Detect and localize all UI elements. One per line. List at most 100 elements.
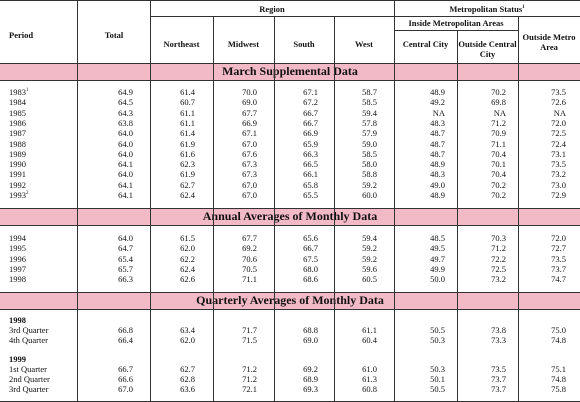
row-period: 1989	[9, 148, 26, 159]
table-cell: 58.8	[362, 169, 377, 180]
table-cell: 58.5	[362, 148, 377, 159]
table-cell: 68.8	[303, 325, 318, 335]
table-cell: 61.4	[180, 128, 195, 139]
table-cell: 65.7	[118, 263, 133, 274]
table-cell: 65.8	[303, 179, 318, 190]
table-cell: 62.7	[180, 364, 195, 374]
column-divider	[77, 0, 78, 402]
table-cell: 62.0	[180, 335, 195, 345]
table-cell: 66.5	[303, 159, 318, 170]
row-period: 1997	[9, 263, 26, 274]
row-period: 1987	[9, 128, 26, 139]
table-cell: 73.1	[551, 148, 566, 159]
table-cell: 64.0	[118, 138, 133, 149]
table-cell: 70.2	[491, 179, 506, 190]
table-cell: 59.0	[362, 138, 377, 149]
table-cell: 61.1	[362, 325, 377, 335]
table-cell: 49.9	[430, 263, 445, 274]
table-cell: 67.0	[242, 190, 257, 200]
table-cell: 71.1	[491, 138, 506, 149]
table-cell: 62.7	[180, 179, 195, 190]
table-cell: 64.0	[118, 128, 133, 139]
row-period: 1988	[9, 138, 26, 149]
table-cell: 67.3	[242, 159, 257, 170]
table-cell: 60.7	[180, 97, 195, 108]
column-divider	[518, 16, 519, 402]
footnote-marker: 2	[26, 191, 29, 197]
table-cell: 67.1	[242, 128, 257, 139]
table-cell: 73.5	[551, 87, 566, 97]
table-cell: 71.2	[491, 117, 506, 128]
row-period: 3rd Quarter	[9, 325, 49, 335]
table-cell: 48.5	[430, 233, 445, 243]
table-cell: 60.8	[362, 384, 377, 394]
row-period: 1985	[9, 107, 26, 118]
table-cell: 73.2	[551, 169, 566, 180]
region-header: Region	[259, 4, 285, 14]
table-cell: 49.7	[430, 253, 445, 264]
table-cell: 59.2	[362, 243, 377, 254]
table-cell: 70.2	[491, 87, 506, 97]
table-cell: 72.0	[551, 233, 566, 243]
inside-metro-header: Inside Metropolitan Areas	[408, 18, 504, 28]
table-cell: 68.6	[303, 274, 318, 285]
table-cell: NA	[553, 107, 566, 118]
table-cell: 64.9	[118, 87, 133, 97]
table-cell: 64.0	[118, 169, 133, 180]
table-cell: NA	[432, 107, 445, 118]
table-cell: 64.1	[118, 190, 133, 200]
column-divider	[394, 0, 395, 402]
table-cell: 72.7	[551, 243, 566, 254]
metro-status-header: Metropolitan Status1	[449, 4, 525, 14]
table-cell: 63.6	[180, 384, 195, 394]
table-cell: 69.2	[242, 243, 257, 254]
table-cell: 64.5	[118, 97, 133, 108]
table-cell: 66.1	[303, 169, 318, 180]
table-cell: 73.5	[551, 253, 566, 264]
march-section-band: March Supplemental Data	[0, 63, 580, 81]
table-cell: 48.9	[430, 87, 445, 97]
table-cell: 58.5	[362, 97, 377, 108]
table-cell: 61.0	[362, 364, 377, 374]
period-header: Period	[9, 30, 34, 40]
table-cell: 64.0	[118, 233, 133, 243]
table-cell: 73.3	[491, 335, 506, 345]
table-cell: 50.5	[430, 384, 445, 394]
column-divider	[213, 16, 214, 402]
table-cell: 75.0	[551, 325, 566, 335]
table-cell: 65.6	[303, 233, 318, 243]
row-period: 1986	[9, 117, 26, 128]
central-city-header: Central City	[402, 39, 449, 49]
total-header: Total	[104, 30, 124, 40]
table-cell: 73.7	[491, 384, 506, 394]
table-cell: 67.1	[303, 87, 318, 97]
table-cell: 48.7	[430, 138, 445, 149]
table-cell: 75.1	[551, 364, 566, 374]
table-cell: 60.5	[362, 274, 377, 285]
table-cell: 67.7	[242, 107, 257, 118]
table-cell: 71.1	[242, 274, 257, 285]
table-cell: 66.3	[303, 148, 318, 159]
table-cell: 57.8	[362, 117, 377, 128]
table-cell: 71.7	[242, 325, 257, 335]
table-cell: 59.2	[362, 179, 377, 190]
annual-section-band: Annual Averages of Monthly Data	[0, 208, 580, 226]
table-cell: 61.6	[180, 148, 195, 159]
column-divider	[150, 0, 151, 402]
table-cell: 62.4	[180, 263, 195, 274]
table-cell: 50.1	[430, 374, 445, 384]
table-cell: 71.2	[242, 374, 257, 384]
table-cell: 72.6	[551, 97, 566, 108]
table-cell: 74.8	[551, 335, 566, 345]
midwest-header: Midwest	[227, 39, 260, 49]
table-cell: 68.9	[303, 374, 318, 384]
table-cell: 61.1	[180, 107, 195, 118]
table-cell: 68.0	[303, 263, 318, 274]
table-cell: 48.3	[430, 117, 445, 128]
row-period: 1991	[9, 169, 26, 180]
table-cell: 49.5	[430, 243, 445, 254]
table-cell: 69.3	[303, 384, 318, 394]
table-cell: 59.4	[362, 107, 377, 118]
table-cell: 64.0	[118, 148, 133, 159]
table-cell: 70.6	[242, 253, 257, 264]
